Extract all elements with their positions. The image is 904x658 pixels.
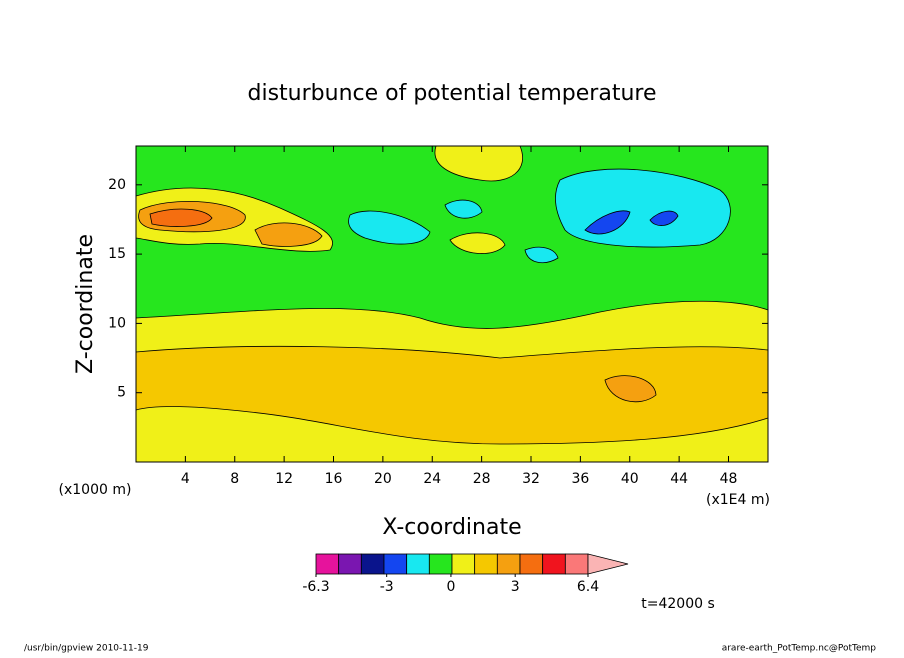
x-tick-label: 4: [181, 471, 190, 487]
x-tick-label: 32: [522, 471, 540, 487]
x-tick-label: 40: [621, 471, 639, 487]
y-tick-label: 5: [117, 385, 126, 401]
colorbar-box: [406, 553, 430, 575]
colorbar-box: [383, 553, 408, 575]
y-unit: (x1000 m): [59, 482, 132, 498]
x-tick-label: 48: [720, 471, 738, 487]
chart-title: disturbunce of potential temperature: [248, 81, 657, 106]
colorbar-box: [315, 553, 340, 575]
colorbar-box: [360, 553, 385, 575]
colorbar-box: [451, 553, 476, 575]
colorbar-box: [542, 553, 566, 575]
colorbar-arrow: [587, 553, 629, 575]
y-tick-label: 10: [108, 315, 126, 331]
colorbar-label: -3: [380, 579, 394, 595]
x-tick-label: 12: [275, 471, 293, 487]
y-axis-label: Z-coordinate: [73, 234, 98, 374]
y-tick-label: 15: [108, 246, 126, 262]
x-tick-label: 24: [423, 471, 441, 487]
colorbar-box: [428, 553, 453, 575]
plot-frame: [135, 145, 769, 463]
colorbar-box: [474, 553, 498, 575]
colorbar-box: [496, 553, 521, 575]
x-tick-label: 16: [325, 471, 343, 487]
colorbar-label: 3: [511, 579, 520, 595]
footer-left: /usr/bin/gpview 2010-11-19: [24, 644, 149, 654]
colorbar-label: 0: [446, 579, 455, 595]
x-tick-label: 44: [670, 471, 688, 487]
footer-right: arare-earth_PotTemp.nc@PotTemp: [722, 644, 877, 654]
colorbar-box: [519, 553, 544, 575]
colorbar-label: 6.4: [577, 579, 599, 595]
colorbar-box: [564, 553, 589, 575]
time-label: t=42000 s: [641, 596, 715, 612]
x-axis-label: X-coordinate: [382, 515, 521, 540]
x-unit: (x1E4 m): [706, 492, 770, 508]
x-tick-label: 28: [473, 471, 491, 487]
x-tick-label: 20: [374, 471, 392, 487]
colorbar-box: [338, 553, 362, 575]
colorbar-label: -6.3: [302, 579, 329, 595]
x-tick-label: 8: [230, 471, 239, 487]
x-tick-label: 36: [571, 471, 589, 487]
y-tick-label: 20: [108, 177, 126, 193]
contour-field: [136, 146, 768, 462]
